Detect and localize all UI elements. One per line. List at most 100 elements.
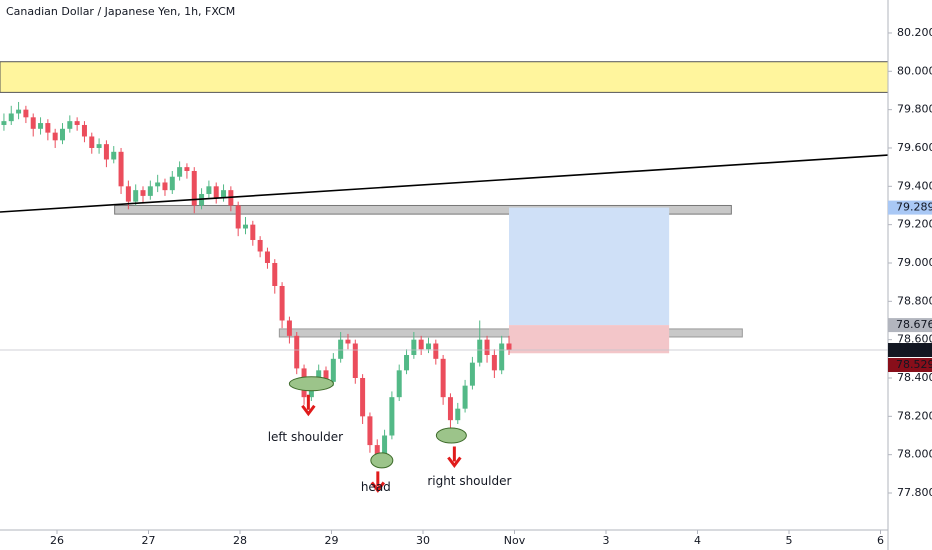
candle-body <box>184 167 190 171</box>
candle-body <box>440 358 446 398</box>
x-tick-label: 28 <box>233 534 247 547</box>
chart-title: Canadian Dollar / Japanese Yen, 1h, FXCM <box>6 5 235 18</box>
arrow-head <box>447 456 462 469</box>
x-tick-label: 3 <box>602 534 609 547</box>
candle-body <box>418 339 424 350</box>
price-tag <box>888 318 932 333</box>
candle-body <box>8 113 14 122</box>
candle-body <box>330 358 336 382</box>
y-tick-label: 79.000 <box>897 256 932 269</box>
candle-body <box>81 124 87 137</box>
candle-body <box>38 123 44 129</box>
candle-body <box>250 224 256 240</box>
candle-body <box>484 339 490 355</box>
y-tick-label: 78.000 <box>897 448 932 461</box>
candle-body <box>30 117 36 129</box>
y-tick-label: 80.200 <box>897 26 932 39</box>
candle-body <box>455 408 461 421</box>
x-tick-label: 4 <box>694 534 701 547</box>
candle-body <box>352 343 358 378</box>
candle-body <box>103 144 109 160</box>
candle-body <box>96 144 102 148</box>
candle-body <box>323 370 329 382</box>
annotation-label: right shoulder <box>427 474 511 488</box>
y-tick-label: 78.400 <box>897 371 932 384</box>
pattern-marker <box>288 376 334 392</box>
price-tag <box>888 358 932 373</box>
candle-body <box>382 435 388 455</box>
candle-body <box>59 128 65 141</box>
x-tick-label: 30 <box>416 534 430 547</box>
candle-body <box>177 167 183 177</box>
zones <box>0 61 889 354</box>
candle-body <box>74 121 80 125</box>
candle-body <box>425 343 431 350</box>
price-tag-label: 78.676 <box>896 318 932 331</box>
candle-body <box>257 239 263 252</box>
candle-body <box>52 132 58 141</box>
candle-body <box>491 354 497 371</box>
y-tick-label: 80.000 <box>897 64 932 77</box>
arrow-head <box>370 481 386 493</box>
candle-body <box>206 186 212 194</box>
price-tag-label: 79.289 <box>896 201 932 214</box>
pattern-marker <box>370 452 394 469</box>
candle-body <box>469 362 475 386</box>
candle-body <box>191 170 197 206</box>
x-tick-label: 27 <box>142 534 156 547</box>
zone <box>509 325 670 354</box>
candle-body <box>133 190 139 202</box>
price-tag <box>888 200 932 215</box>
price-tag-label: 78.546 <box>896 343 932 356</box>
price-tag <box>888 343 932 358</box>
x-tick-label: 6 <box>877 534 884 547</box>
overlays: left shoulder head right shoulder <box>0 154 889 494</box>
candle-body <box>389 397 395 436</box>
candle-body <box>264 251 270 263</box>
candle-body <box>404 354 410 371</box>
candle-body <box>162 182 168 191</box>
zone <box>0 61 889 93</box>
candle-body <box>499 343 505 371</box>
candle-body <box>433 343 439 359</box>
candle-body <box>374 445 380 455</box>
candle-body <box>411 339 417 355</box>
y-tick-label: 77.800 <box>897 486 932 499</box>
candle-body <box>272 262 278 286</box>
candle-body <box>308 385 314 398</box>
x-tick-label: Nov <box>504 534 526 547</box>
candle-body <box>169 176 175 191</box>
candle-body <box>1 121 7 125</box>
candle-body <box>235 205 241 229</box>
zone <box>509 207 670 326</box>
x-tick-label: 29 <box>325 534 339 547</box>
candle-body <box>45 123 51 133</box>
candle-body <box>23 109 29 118</box>
candle-body <box>367 416 373 446</box>
candle-body <box>125 186 131 202</box>
candle-body <box>286 320 292 336</box>
y-tick-label: 78.800 <box>897 294 932 307</box>
price-tag-label: 78.529 <box>896 358 932 371</box>
candle-body <box>506 343 512 351</box>
candle-body <box>338 339 344 359</box>
candle-body <box>396 370 402 398</box>
pattern-marker <box>435 427 467 444</box>
x-tick-label: 26 <box>50 534 64 547</box>
x-tick-label: 5 <box>785 534 792 547</box>
candle-body <box>221 190 227 198</box>
annotation-label: left shoulder <box>268 430 343 444</box>
candle-body <box>477 339 483 363</box>
candle-body <box>16 109 22 114</box>
candle-body <box>140 190 146 196</box>
candle-body <box>279 285 285 321</box>
candle-body <box>462 385 468 409</box>
zone <box>114 204 732 215</box>
axes: 80.200 80.000 79.800 79.600 79.400 79.200 79.0… <box>50 26 932 547</box>
candle-body <box>155 182 161 187</box>
y-tick-label: 79.400 <box>897 179 932 192</box>
y-tick-label: 79.200 <box>897 218 932 231</box>
trendline <box>0 154 889 213</box>
candle-body <box>345 339 351 344</box>
